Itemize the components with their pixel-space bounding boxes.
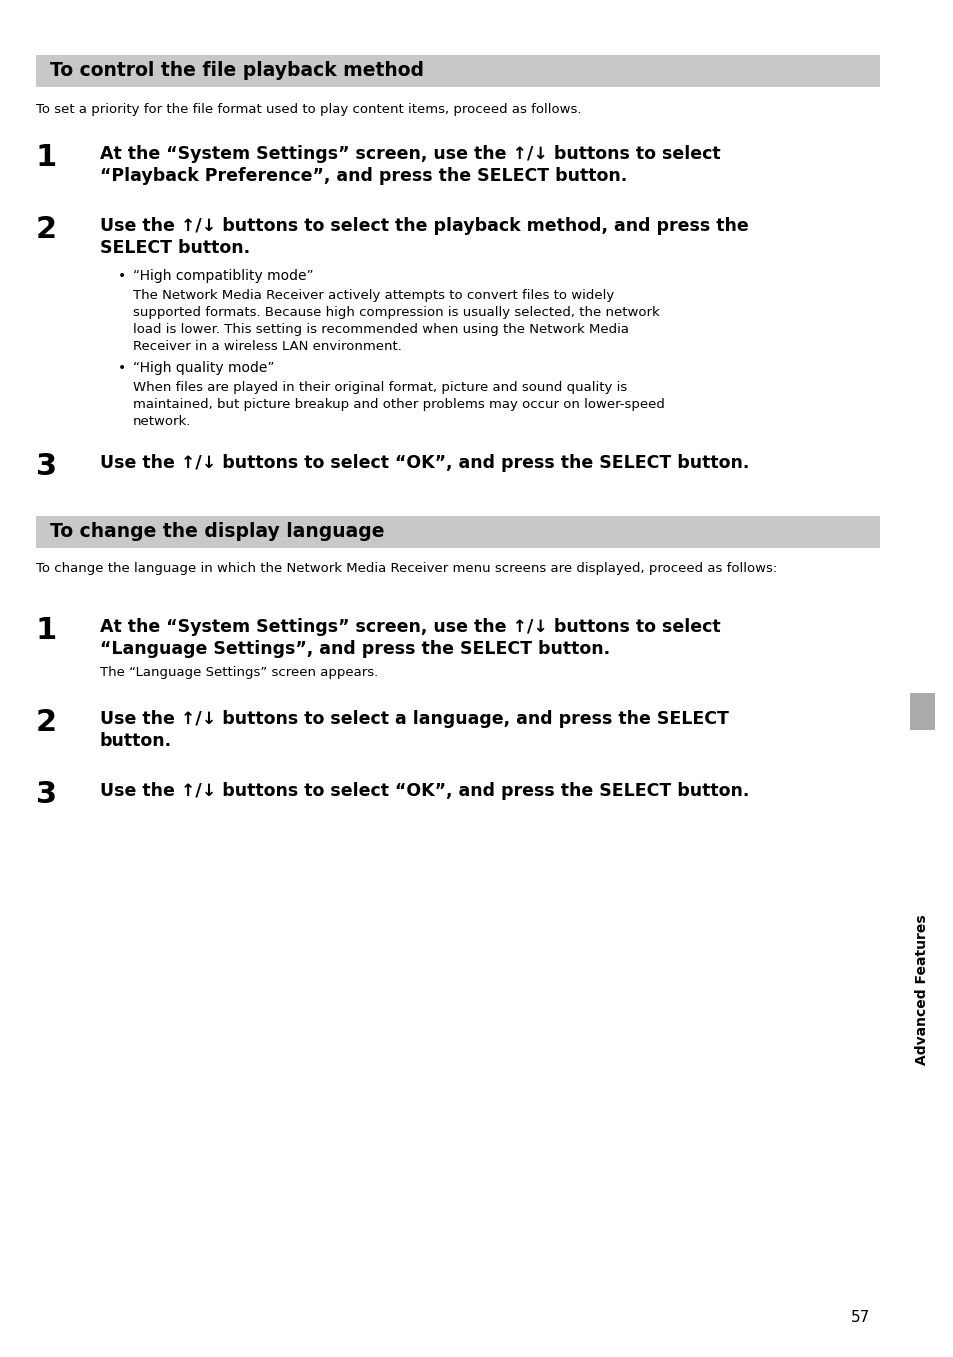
Text: To change the display language: To change the display language <box>50 522 384 541</box>
Text: 3: 3 <box>36 780 57 809</box>
Text: 1: 1 <box>36 616 57 645</box>
Text: The “Language Settings” screen appears.: The “Language Settings” screen appears. <box>100 666 377 678</box>
Text: To control the file playback method: To control the file playback method <box>50 61 423 80</box>
Text: button.: button. <box>100 731 172 750</box>
Text: maintained, but picture breakup and other problems may occur on lower-speed: maintained, but picture breakup and othe… <box>132 398 664 411</box>
Text: “High compatiblity mode”: “High compatiblity mode” <box>132 269 314 284</box>
Text: load is lower. This setting is recommended when using the Network Media: load is lower. This setting is recommend… <box>132 323 628 337</box>
Text: At the “System Settings” screen, use the ↑/↓ buttons to select: At the “System Settings” screen, use the… <box>100 617 720 636</box>
Text: To set a priority for the file format used to play content items, proceed as fol: To set a priority for the file format us… <box>36 103 581 115</box>
Text: 57: 57 <box>850 1310 869 1324</box>
Text: Use the ↑/↓ buttons to select “OK”, and press the SELECT button.: Use the ↑/↓ buttons to select “OK”, and … <box>100 782 749 801</box>
Text: SELECT button.: SELECT button. <box>100 239 250 256</box>
Text: Use the ↑/↓ buttons to select a language, and press the SELECT: Use the ↑/↓ buttons to select a language… <box>100 710 728 727</box>
Text: At the “System Settings” screen, use the ↑/↓ buttons to select: At the “System Settings” screen, use the… <box>100 145 720 163</box>
Text: The Network Media Receiver actively attempts to convert files to widely: The Network Media Receiver actively atte… <box>132 289 614 303</box>
Text: 2: 2 <box>36 214 57 244</box>
Text: When files are played in their original format, picture and sound quality is: When files are played in their original … <box>132 381 626 394</box>
Text: “Playback Preference”, and press the SELECT button.: “Playback Preference”, and press the SEL… <box>100 167 626 185</box>
Text: Use the ↑/↓ buttons to select “OK”, and press the SELECT button.: Use the ↑/↓ buttons to select “OK”, and … <box>100 455 749 472</box>
Text: supported formats. Because high compression is usually selected, the network: supported formats. Because high compress… <box>132 305 659 319</box>
Text: network.: network. <box>132 415 192 427</box>
Text: Advanced Features: Advanced Features <box>914 915 928 1065</box>
Text: 3: 3 <box>36 452 57 480</box>
Text: “Language Settings”, and press the SELECT button.: “Language Settings”, and press the SELEC… <box>100 641 610 658</box>
Text: •: • <box>118 361 126 375</box>
Bar <box>909 693 934 730</box>
Text: Use the ↑/↓ buttons to select the playback method, and press the: Use the ↑/↓ buttons to select the playba… <box>100 217 748 235</box>
Text: 1: 1 <box>36 142 57 172</box>
Text: •: • <box>118 269 126 284</box>
Text: 2: 2 <box>36 708 57 737</box>
Text: Receiver in a wireless LAN environment.: Receiver in a wireless LAN environment. <box>132 341 401 353</box>
Text: To change the language in which the Network Media Receiver menu screens are disp: To change the language in which the Netw… <box>36 562 777 575</box>
Text: “High quality mode”: “High quality mode” <box>132 361 274 375</box>
Bar <box>36 56 879 87</box>
Bar <box>36 516 879 548</box>
